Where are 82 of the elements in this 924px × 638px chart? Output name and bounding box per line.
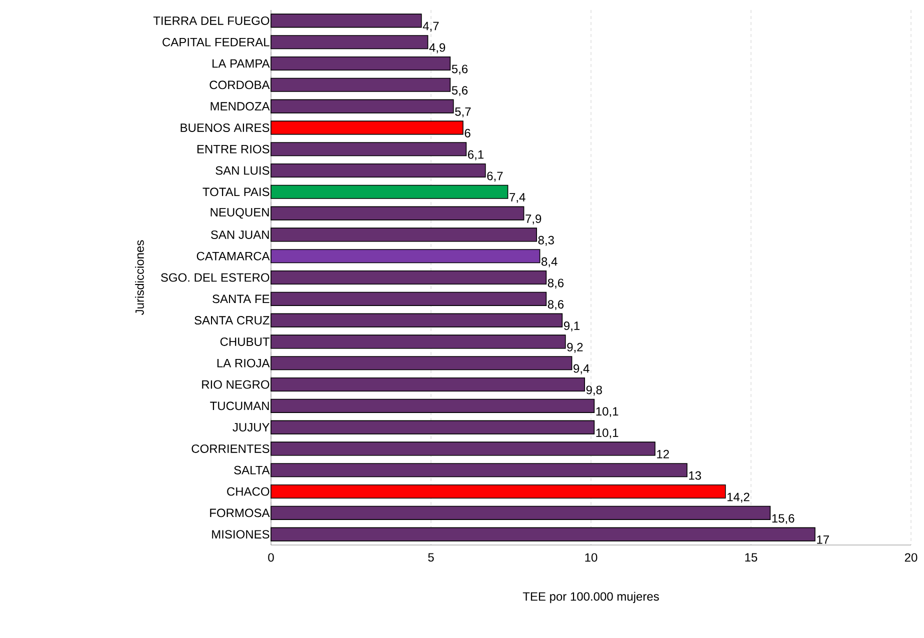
y-tick-label: SANTA FE	[212, 294, 270, 304]
bar	[270, 292, 547, 306]
y-tick-label: TOTAL PAIS	[202, 188, 270, 196]
data-label: 14,2	[728, 492, 750, 503]
bar	[270, 356, 572, 370]
data-label: 13	[689, 471, 702, 480]
y-tick-label: CAPITAL FEDERAL	[162, 38, 270, 46]
data-label: 6,7	[487, 172, 503, 182]
bar	[270, 506, 771, 520]
y-tick-label: CHUBUT	[220, 337, 270, 346]
y-tick-label: CORDOBA	[210, 80, 270, 90]
data-label: 17	[817, 536, 829, 544]
x-tick-label: 20	[904, 553, 918, 562]
data-label: 5,7	[455, 108, 471, 118]
bar	[270, 99, 454, 114]
bar	[270, 442, 656, 456]
y-tick-label: TUCUMAN	[210, 402, 269, 410]
data-label: 6,1	[468, 150, 484, 160]
bar	[270, 78, 451, 92]
data-label: 15,6	[772, 514, 794, 524]
y-tick-label: SGO. DEL ESTERO	[160, 273, 270, 282]
y-tick-label: SAN JUAN	[211, 230, 269, 239]
bar	[270, 142, 467, 156]
data-label: 4,7	[422, 22, 439, 32]
y-tick-label: MISIONES	[212, 530, 270, 539]
data-label: 8,3	[538, 236, 554, 246]
bar	[270, 484, 726, 499]
bar	[270, 398, 595, 413]
y-tick-label: NEUQUEN	[210, 208, 269, 219]
y-tick-label: BUENOS AIRES	[180, 123, 270, 132]
bar	[270, 377, 586, 392]
data-label: 10,1	[596, 428, 618, 438]
y-tick-label: RIO NEGRO	[202, 380, 270, 389]
data-label: 10,1	[596, 407, 618, 418]
bar	[270, 184, 508, 199]
data-label: 4,9	[429, 43, 446, 54]
y-tick-label: TIERRA DEL FUEGO	[153, 16, 270, 25]
y-tick-label: SANTA CRUZ	[194, 316, 270, 325]
y-tick-label: CATAMARCA	[196, 252, 270, 260]
data-label: 5,6	[452, 64, 468, 75]
y-tick-label: JUJUY	[232, 423, 270, 432]
x-tick-label: 10	[585, 553, 598, 562]
y-tick-label: MENDOZA	[210, 102, 270, 111]
y-tick-label: CORRIENTES	[192, 444, 270, 453]
data-label: 9,4	[574, 364, 590, 374]
y-tick-label: LA RIOJA	[217, 358, 270, 368]
y-tick-label: SAN LUIS	[216, 166, 270, 175]
bar	[270, 120, 464, 135]
data-label: 9,2	[567, 342, 583, 353]
bar	[270, 270, 547, 285]
y-tick-label: ENTRE RIOS	[197, 144, 270, 154]
bar	[270, 313, 563, 328]
x-tick-label: 15	[745, 553, 758, 562]
y-tick-label: FORMOSA	[210, 508, 270, 518]
data-label: 8,6	[548, 278, 564, 289]
y-tick-label: CHACO	[227, 487, 270, 496]
bar	[270, 228, 538, 242]
bar	[270, 56, 451, 71]
data-label: 6	[464, 128, 470, 138]
bar	[270, 463, 688, 478]
x-axis-title: TEE por 100.000 mujeres	[522, 592, 659, 604]
bar	[270, 420, 595, 434]
data-label: 9,1	[564, 322, 580, 332]
y-tick-label: SALTA	[234, 466, 270, 474]
bar	[270, 334, 566, 349]
data-label: 5,6	[452, 86, 468, 96]
bar	[270, 14, 422, 28]
x-tick-label: 5	[428, 553, 434, 562]
bar	[270, 163, 486, 178]
bar	[270, 249, 540, 264]
data-label: 7,9	[526, 214, 542, 224]
y-axis-title: Jurisdicciones	[135, 240, 144, 315]
data-label: 12	[657, 450, 669, 458]
data-label: 9,8	[586, 386, 602, 396]
y-tick-label: LA PAMPA	[212, 59, 270, 68]
bar	[270, 527, 816, 542]
data-label: 7,4	[510, 193, 526, 203]
data-label: 8,4	[542, 257, 558, 268]
data-label: 8,6	[548, 300, 564, 310]
x-tick-label: 0	[268, 553, 274, 562]
bar	[270, 206, 524, 220]
bar	[270, 35, 428, 50]
